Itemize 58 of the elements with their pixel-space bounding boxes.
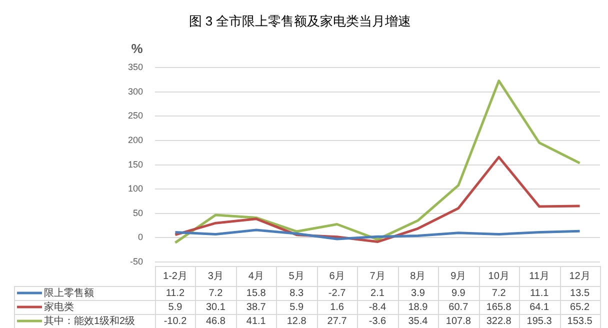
data-label: -2.7 — [328, 288, 346, 299]
data-label: 64.1 — [530, 302, 550, 313]
legend-label: 限上零售额 — [44, 286, 94, 299]
data-label: 18.9 — [408, 302, 428, 313]
data-label: 5.9 — [290, 302, 304, 313]
data-label: 165.8 — [486, 302, 512, 313]
y-tick-label: 50 — [132, 208, 143, 218]
data-label: 9.9 — [451, 288, 466, 299]
y-tick-label: 150 — [128, 159, 143, 170]
data-label: 41.1 — [246, 316, 266, 327]
data-label: 3.9 — [411, 288, 426, 299]
data-label: 11.2 — [166, 288, 186, 299]
data-label: 38.7 — [246, 302, 266, 313]
data-label: 30.1 — [206, 302, 226, 313]
data-label: 8.3 — [290, 288, 304, 299]
data-label: 13.5 — [570, 288, 590, 299]
y-tick-label: 250 — [128, 110, 143, 121]
y-tick-label: 350 — [128, 62, 143, 72]
y-axis-title: % — [131, 41, 144, 56]
data-label: 7.2 — [492, 288, 506, 299]
x-tick-label: 10月 — [488, 270, 510, 282]
y-tick-label: 200 — [128, 134, 143, 145]
data-label: 5.9 — [168, 302, 183, 313]
x-tick-label: 5月 — [288, 270, 304, 282]
x-tick-label: 9月 — [450, 270, 466, 282]
x-tick-label: 3月 — [208, 270, 224, 282]
data-label: 60.7 — [448, 302, 469, 313]
x-tick-label: 8月 — [410, 270, 426, 282]
y-tick-label: 0 — [138, 232, 143, 242]
data-label: 1.6 — [330, 302, 344, 313]
data-label: 7.2 — [208, 288, 224, 299]
data-label: -8.4 — [368, 302, 387, 313]
legend-label: 其中：能效1级和2级 — [44, 314, 136, 327]
data-label: 2.1 — [370, 288, 385, 299]
data-label: 11.1 — [530, 288, 550, 299]
x-tick-label: 4月 — [248, 270, 264, 282]
data-label: 27.7 — [327, 316, 348, 327]
x-tick-label: 7月 — [370, 270, 386, 282]
x-tick-label: 1-2月 — [163, 270, 188, 282]
data-label: 46.8 — [206, 316, 226, 327]
data-label: 15.8 — [246, 288, 266, 299]
y-tick-label: 100 — [128, 184, 143, 194]
data-label: 107.8 — [446, 316, 472, 327]
legend-label: 家电类 — [44, 300, 74, 313]
data-label: 12.8 — [286, 316, 307, 327]
chart-title: 图 3 全市限上零售额及家电类当月增速 — [188, 13, 412, 28]
data-label: 322.8 — [486, 316, 512, 327]
data-label: 195.3 — [526, 316, 552, 327]
y-tick-label: 300 — [128, 86, 143, 96]
x-tick-label: 6月 — [329, 270, 345, 282]
y-tick-label: -50 — [130, 256, 143, 266]
data-label: 65.2 — [570, 302, 590, 313]
x-tick-label: 11月 — [529, 270, 550, 282]
data-label: -3.6 — [368, 316, 387, 327]
x-tick-label: 12月 — [569, 270, 590, 282]
data-label: -10.2 — [164, 316, 188, 327]
data-label: 153.5 — [567, 316, 593, 327]
data-label: 35.4 — [408, 316, 428, 327]
